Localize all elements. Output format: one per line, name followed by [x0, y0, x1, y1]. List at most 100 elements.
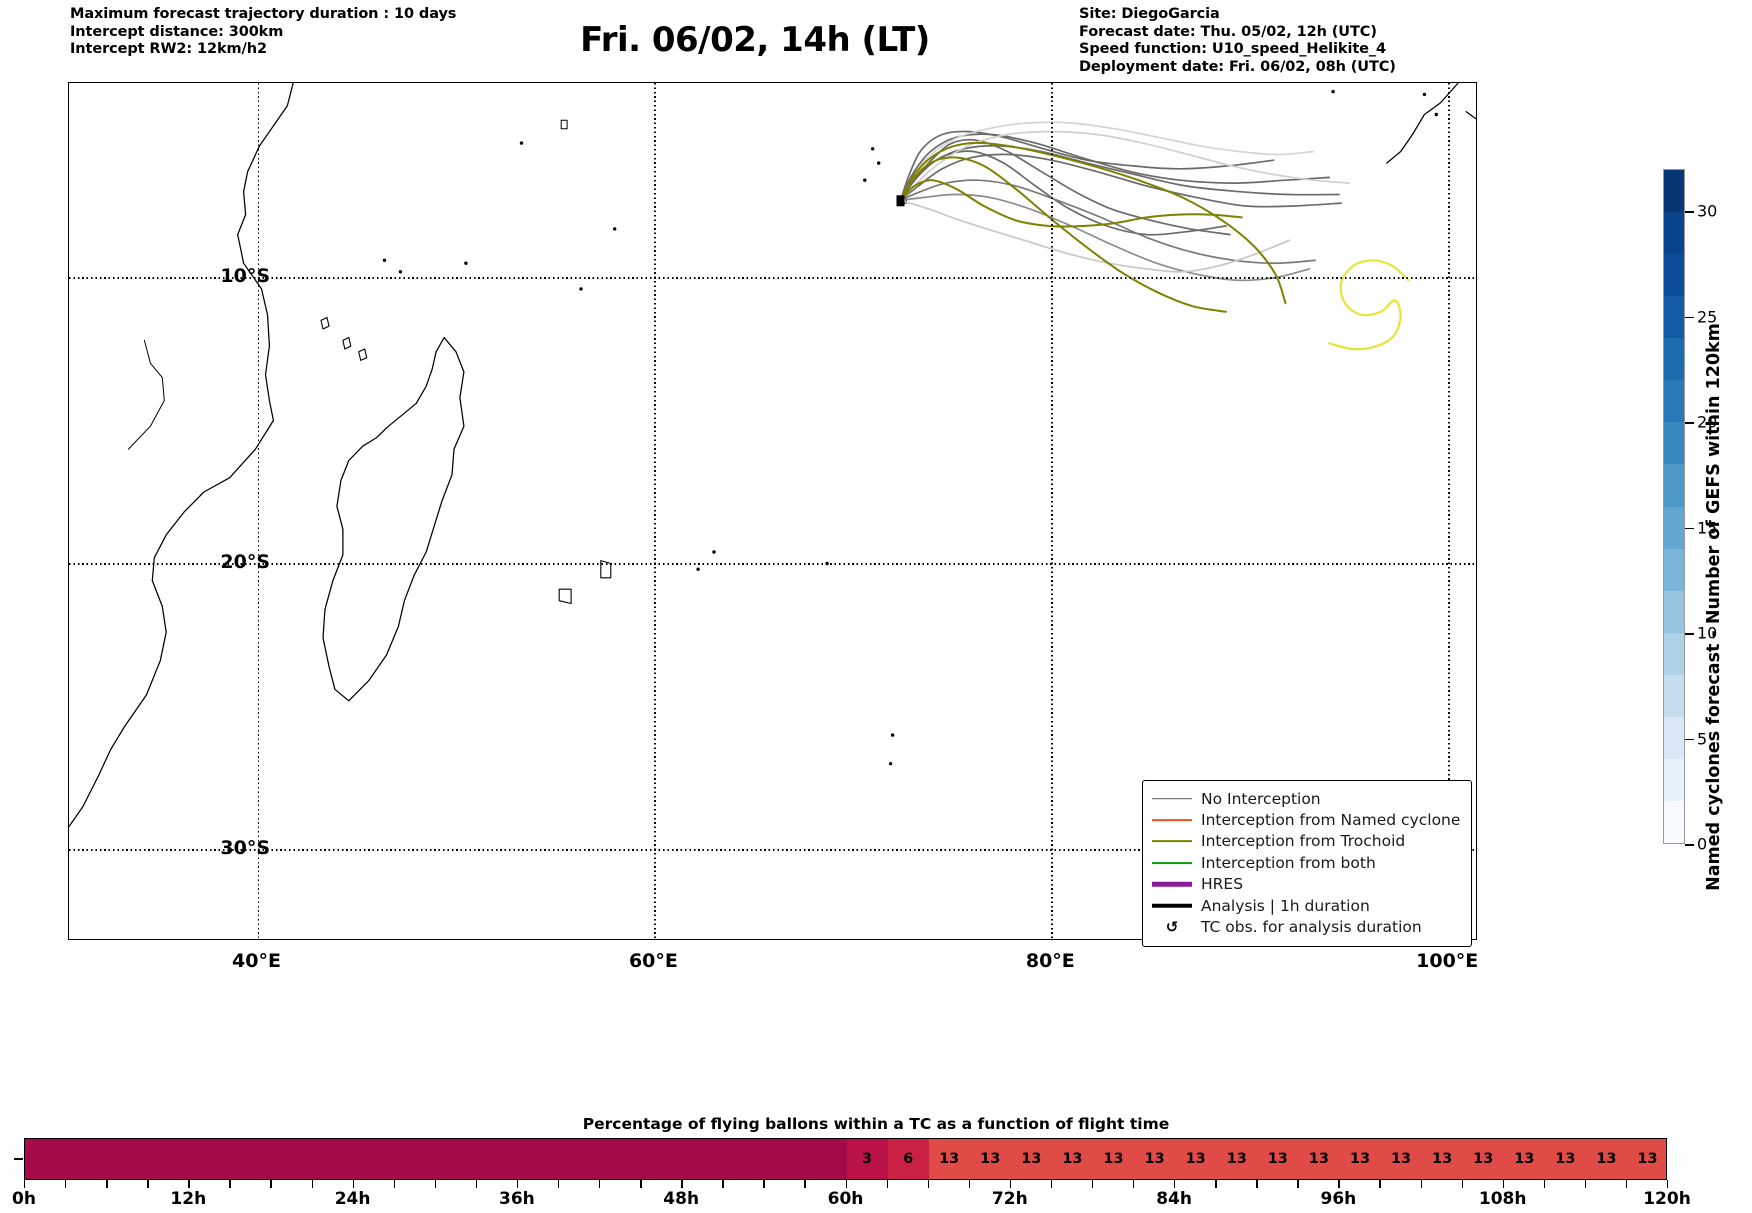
percentage-axis-label-2: 24h	[334, 1189, 371, 1209]
legend-line-swatch-0	[1152, 792, 1192, 806]
colorbar-tick-label-0: 0	[1697, 834, 1708, 854]
percentage-axis-minor-tick	[1379, 1180, 1381, 1188]
colorbar-container: 0 5 10 15 20 25 30	[1663, 169, 1717, 854]
percentage-axis-minor-tick	[1215, 1180, 1217, 1188]
trajectory-named-cyclone-obs-14[interactable]	[1328, 259, 1410, 351]
colorbar-band-8	[1664, 464, 1684, 507]
trajectory-no-interception-2[interactable]	[899, 153, 1342, 208]
trajectory-no-interception-7[interactable]	[899, 193, 1311, 282]
trajectory-trochoid-12[interactable]	[899, 179, 1243, 228]
map-gridline-lon-3	[1448, 83, 1450, 939]
percentage-cell-7[interactable]: 13	[1092, 1139, 1135, 1179]
percentage-cell-1[interactable]: 3	[846, 1139, 888, 1179]
colorbar-band-1	[1664, 758, 1684, 801]
legend-row-6: ↺ TC obs. for analysis duration	[1152, 916, 1462, 937]
percentage-axis-minor-tick	[681, 1180, 683, 1188]
percentage-cell-12[interactable]: 13	[1298, 1139, 1340, 1179]
launch-site-marker[interactable]	[896, 195, 905, 207]
trajectory-trochoid-11[interactable]	[899, 141, 1287, 305]
colorbar-tick-label-2: 10	[1697, 623, 1718, 643]
legend-row-1: Interception from Named cyclone	[1152, 809, 1462, 830]
trajectory-no-interception-10[interactable]	[899, 121, 1315, 202]
map-xtick-label-0: 40°E	[232, 950, 281, 972]
percentage-axis-minor-tick	[1174, 1180, 1176, 1188]
percentage-cell-11[interactable]: 13	[1257, 1139, 1299, 1179]
percentage-axis-minor-tick	[24, 1180, 26, 1188]
percentage-axis-minor-tick	[270, 1180, 272, 1188]
island-mauritius	[600, 560, 612, 579]
header-speed-function: Speed function: U10_speed_Helikite_4	[1079, 41, 1387, 57]
trajectory-no-interception-3[interactable]	[899, 138, 1231, 236]
trajectory-no-interception-8[interactable]	[899, 199, 1291, 273]
percentage-axis-minor-tick	[763, 1180, 765, 1188]
percentage-bar[interactable]: 3 6 13 13 13 13 13 13 13 13 13 13 13 13 13 13 13 13 13 13	[24, 1138, 1667, 1180]
trajectory-no-interception-1[interactable]	[899, 133, 1331, 202]
trajectory-trochoid-13[interactable]	[899, 156, 1227, 313]
percentage-cell-15[interactable]: 13	[1421, 1139, 1463, 1179]
percentage-axis-minor-tick	[475, 1180, 478, 1188]
island-dot-11	[877, 161, 881, 165]
legend-row-3: Interception from both	[1152, 852, 1462, 873]
percentage-cell-14[interactable]: 13	[1380, 1139, 1422, 1179]
map-gridline-lat-0	[69, 277, 1476, 279]
island-grande-comore	[320, 316, 330, 330]
map-xtick-label-3: 100°E	[1416, 950, 1479, 972]
percentage-axis-label-3: 36h	[499, 1189, 535, 1209]
legend-label-3: Interception from both	[1201, 853, 1376, 872]
island-dot-10	[398, 270, 403, 274]
percentage-axis-minor-tick	[599, 1180, 601, 1188]
colorbar-band-6	[1664, 548, 1684, 591]
percentage-cell-16[interactable]: 13	[1462, 1139, 1504, 1179]
percentage-axis-label-4: 48h	[663, 1189, 700, 1209]
percentage-cell-19[interactable]: 13	[1585, 1139, 1627, 1179]
percentage-axis-minor-tick	[927, 1180, 930, 1188]
map-xtick-label-2: 80°E	[1025, 950, 1075, 972]
header-site: Site: DiegoGarcia	[1079, 6, 1220, 22]
percentage-axis-minor-tick	[557, 1180, 560, 1188]
map-gridline-lat-2	[69, 849, 1476, 851]
percentage-cell-2[interactable]: 6	[887, 1139, 929, 1179]
trajectory-no-interception-4[interactable]	[899, 150, 1227, 236]
legend-row-2: Interception from Trochoid	[1152, 831, 1462, 852]
percentage-cell-13[interactable]: 13	[1339, 1139, 1381, 1179]
percentage-axis-minor-tick	[65, 1180, 67, 1188]
island-dot-15	[1422, 92, 1427, 97]
percentage-axis-minor-tick	[434, 1180, 437, 1188]
map-ytick-label-0: 10°S	[220, 265, 270, 288]
percentage-cell-20[interactable]: 13	[1626, 1139, 1666, 1179]
colorbar-tick-label-4: 20	[1697, 412, 1718, 432]
map-gridline-lon-1	[654, 83, 656, 939]
map-gridline-lat-1	[69, 563, 1476, 565]
island-dot-13	[863, 178, 867, 182]
map-ytick-label-1: 20°S	[220, 551, 270, 574]
percentage-cell-0[interactable]	[25, 1139, 847, 1179]
legend-row-5: Analysis | 1h duration	[1152, 895, 1462, 916]
percentage-axis-minor-tick	[1420, 1180, 1422, 1188]
percentage-cell-4[interactable]: 13	[969, 1139, 1011, 1179]
percentage-axis-minor-tick	[1091, 1180, 1094, 1188]
percentage-axis-label-8: 96h	[1320, 1189, 1357, 1209]
colorbar-tick-4	[1685, 422, 1694, 424]
island-reunion	[558, 588, 572, 605]
colorbar-tick-2	[1685, 633, 1694, 635]
percentage-cell-17[interactable]: 13	[1503, 1139, 1545, 1179]
percentage-cell-10[interactable]: 13	[1216, 1139, 1258, 1179]
percentage-axis-minor-tick	[1009, 1180, 1012, 1188]
trajectory-no-interception-9[interactable]	[899, 130, 1350, 202]
percentage-cell-6[interactable]: 13	[1051, 1139, 1093, 1179]
percentage-cell-18[interactable]: 13	[1544, 1139, 1586, 1179]
percentage-cell-8[interactable]: 13	[1134, 1139, 1176, 1179]
percentage-axis-minor-tick	[1502, 1180, 1505, 1188]
percentage-cell-9[interactable]: 13	[1175, 1139, 1217, 1179]
island-dot-7	[519, 141, 524, 145]
percentage-axis-minor-tick	[1256, 1180, 1258, 1188]
header-right-info: Site: DiegoGarcia Forecast date: Thu. 05…	[1079, 6, 1396, 76]
percentage-cell-3[interactable]: 13	[928, 1139, 970, 1179]
coastline-africa-east	[69, 83, 294, 828]
island-dot-12	[871, 147, 875, 151]
percentage-axis-minor-tick	[516, 1180, 519, 1188]
island-mayotte	[342, 336, 352, 350]
percentage-cell-5[interactable]: 13	[1010, 1139, 1052, 1179]
trajectory-no-interception-5[interactable]	[899, 130, 1275, 202]
colorbar-band-9	[1664, 422, 1684, 465]
